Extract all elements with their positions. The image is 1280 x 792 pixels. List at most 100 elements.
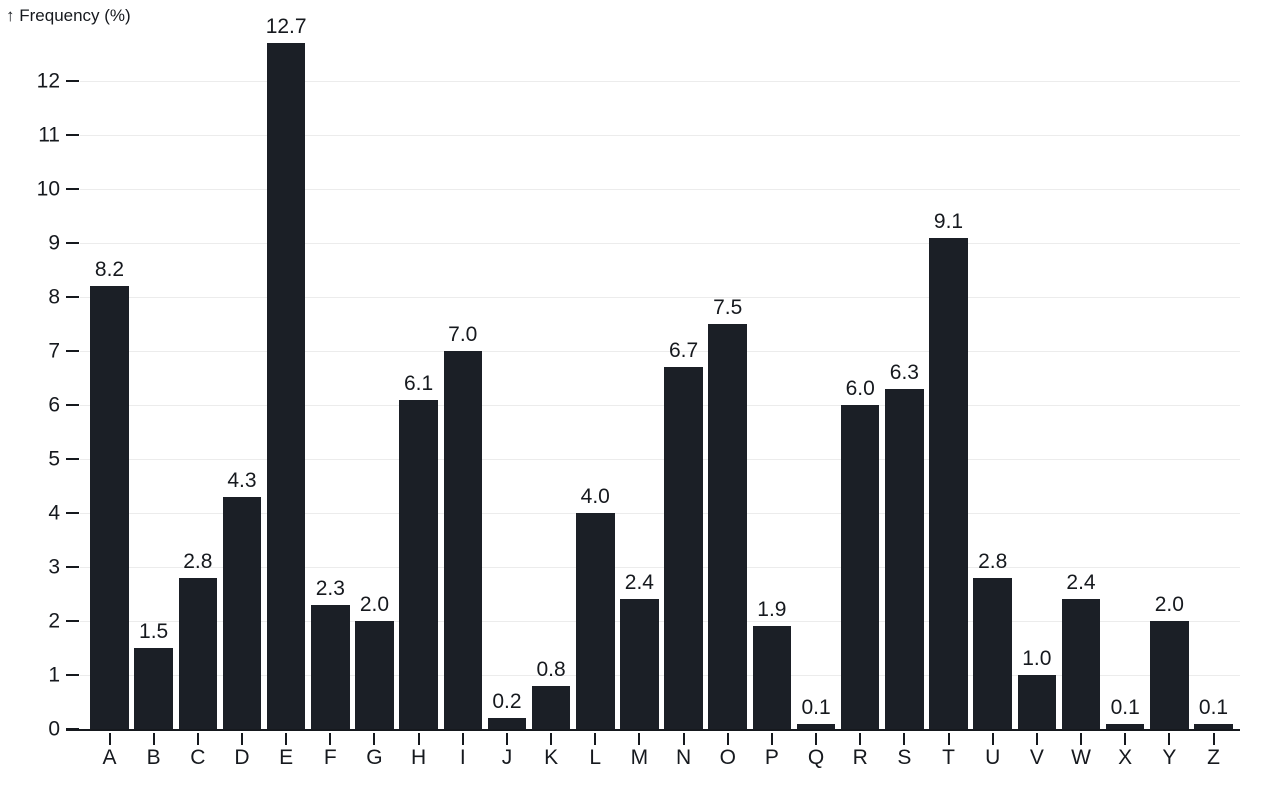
bar-l xyxy=(576,513,615,729)
bar-value-label-j: 0.2 xyxy=(492,690,522,714)
x-tick-r xyxy=(859,733,862,745)
x-tick-label-b: B xyxy=(146,746,161,769)
x-axis-line xyxy=(66,729,1240,731)
x-tick-label-y: Y xyxy=(1162,746,1177,769)
x-tick-m xyxy=(638,733,641,745)
x-tick-label-c: C xyxy=(190,746,206,769)
y-gridline-5 xyxy=(80,459,1240,460)
bar-value-label-s: 6.3 xyxy=(889,360,919,384)
y-gridline-3 xyxy=(80,567,1240,568)
bar-value-label-y: 2.0 xyxy=(1154,593,1184,616)
y-axis-title: ↑ Frequency (%) xyxy=(6,5,131,27)
x-tick-label-t: T xyxy=(942,746,955,769)
bar-g xyxy=(355,621,394,729)
x-tick-p xyxy=(770,733,773,745)
x-tick-l xyxy=(594,733,597,745)
bar-value-label-f: 2.3 xyxy=(315,576,345,600)
x-tick-s xyxy=(903,733,906,745)
x-tick-y xyxy=(1168,733,1171,745)
y-tick-label-7: 7 xyxy=(48,339,60,363)
bar-e xyxy=(266,43,306,729)
x-tick-label-x: X xyxy=(1118,746,1133,769)
bar-value-label-a: 8.2 xyxy=(94,258,125,282)
x-tick-label-v: V xyxy=(1029,746,1044,769)
x-tick-k xyxy=(550,733,553,745)
x-tick-label-n: N xyxy=(675,746,692,769)
bar-b xyxy=(134,648,173,729)
bar-value-label-b: 1.5 xyxy=(139,620,169,643)
y-gridline-11 xyxy=(80,135,1240,136)
y-tick-12 xyxy=(66,80,79,82)
bar-z xyxy=(1194,723,1233,729)
y-tick-7 xyxy=(66,350,79,352)
x-tick-v xyxy=(1035,733,1038,745)
x-tick-f xyxy=(329,733,332,745)
y-gridline-9 xyxy=(80,243,1240,244)
y-gridline-10 xyxy=(80,189,1240,190)
y-tick-label-8: 8 xyxy=(48,285,60,309)
x-tick-a xyxy=(108,733,111,745)
bar-value-label-w: 2.4 xyxy=(1066,571,1096,595)
x-tick-e xyxy=(285,733,288,745)
bar-s xyxy=(885,388,924,729)
bar-value-label-z: 0.1 xyxy=(1198,695,1229,719)
y-tick-3 xyxy=(66,566,79,568)
y-tick-label-2: 2 xyxy=(48,609,60,633)
y-tick-label-10: 10 xyxy=(36,177,60,201)
y-gridline-6 xyxy=(80,405,1240,406)
x-tick-c xyxy=(196,733,199,745)
x-tick-label-o: O xyxy=(719,746,736,769)
bar-y xyxy=(1150,621,1189,729)
x-tick-label-p: P xyxy=(764,746,779,769)
bar-d xyxy=(222,496,262,729)
y-tick-5 xyxy=(66,458,79,460)
bar-k xyxy=(531,685,571,729)
x-tick-g xyxy=(373,733,376,745)
x-tick-u xyxy=(991,733,994,745)
bar-r xyxy=(840,405,880,729)
y-axis-title-text: Frequency (%) xyxy=(19,6,131,25)
bar-m xyxy=(620,599,659,729)
x-tick-label-a: A xyxy=(102,746,117,769)
y-tick-2 xyxy=(66,620,79,622)
bar-value-label-c: 2.8 xyxy=(183,549,213,573)
x-tick-d xyxy=(240,733,243,745)
bar-value-label-t: 9.1 xyxy=(933,209,964,233)
y-tick-9 xyxy=(66,242,79,244)
bar-value-label-n: 6.7 xyxy=(668,339,699,363)
x-tick-label-r: R xyxy=(852,746,868,769)
up-arrow-icon: ↑ xyxy=(6,6,15,25)
bar-value-label-k: 0.8 xyxy=(536,657,566,681)
x-tick-label-h: H xyxy=(411,746,427,769)
x-tick-i xyxy=(461,733,464,745)
y-tick-11 xyxy=(66,134,79,136)
x-tick-label-q: Q xyxy=(807,746,825,769)
x-tick-label-m: M xyxy=(630,746,649,769)
x-tick-q xyxy=(815,733,818,745)
y-tick-4 xyxy=(66,512,79,514)
y-gridline-2 xyxy=(80,621,1240,622)
y-gridline-1 xyxy=(80,675,1240,676)
y-gridline-12 xyxy=(80,81,1240,82)
y-tick-label-4: 4 xyxy=(48,501,60,525)
bar-a xyxy=(90,286,129,729)
y-tick-1 xyxy=(66,674,79,676)
x-tick-label-s: S xyxy=(897,746,912,769)
bar-p xyxy=(752,626,792,729)
x-tick-label-k: K xyxy=(544,746,559,769)
bar-v xyxy=(1017,675,1057,729)
bar-value-label-l: 4.0 xyxy=(580,485,610,508)
x-tick-o xyxy=(726,733,729,745)
bar-value-label-e: 12.7 xyxy=(265,15,307,39)
bar-value-label-u: 2.8 xyxy=(978,549,1008,573)
y-tick-8 xyxy=(66,296,79,298)
y-tick-label-5: 5 xyxy=(48,447,60,471)
y-tick-6 xyxy=(66,404,79,406)
x-tick-label-w: W xyxy=(1071,746,1091,769)
bar-f xyxy=(311,604,350,729)
x-tick-label-e: E xyxy=(279,746,294,769)
bar-value-label-i: 7.0 xyxy=(448,323,478,346)
bar-q xyxy=(796,723,836,729)
